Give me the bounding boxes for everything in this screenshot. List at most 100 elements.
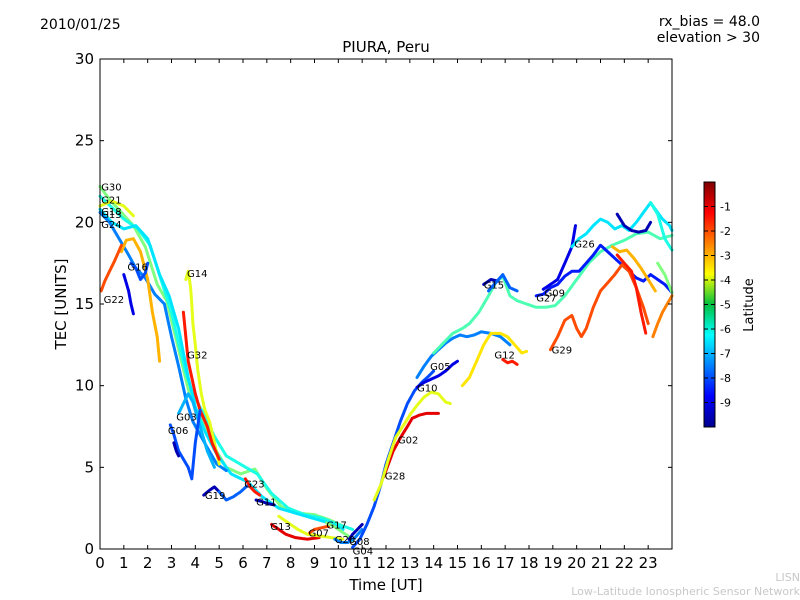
series-label: G16 — [127, 262, 147, 273]
series-G28 — [382, 411, 440, 479]
series-label: G05 — [430, 362, 450, 373]
series-G20 — [333, 527, 364, 544]
x-axis-ticks: 0 1 2 3 4 5 6 7 8 9 10 11 12 13 14 15 16 17 18 19 20 21 22 23 — [95, 59, 658, 572]
series-label: G26 — [574, 240, 594, 251]
series-label: G06 — [168, 426, 188, 437]
series-label: G30 — [101, 182, 121, 193]
series-G16 — [120, 237, 162, 363]
y-axis-ticks: 0 5 10 15 20 25 30 — [75, 50, 672, 558]
colorbar-label: Latitude — [742, 278, 757, 332]
x-tick-label: 18 — [519, 554, 538, 572]
x-tick-label: 6 — [238, 554, 248, 572]
series-G05b — [432, 230, 674, 355]
colorbar-tick-label: -5 — [720, 299, 731, 312]
series-label: G13 — [270, 522, 290, 533]
watermark-line2: Low-Latitude Ionospheric Sensor Network — [571, 585, 800, 598]
series-G16b — [129, 261, 150, 281]
series-G23 — [243, 477, 262, 497]
series-G27 — [534, 243, 674, 298]
series-G06b — [172, 441, 181, 458]
series-G10 — [415, 359, 459, 389]
series-label: G17 — [326, 521, 346, 532]
colorbar-tick-label: -7 — [720, 348, 731, 361]
series-label: G14 — [187, 269, 207, 280]
satellite-labels-group: G30G21G18G13G24G16G22G14G32G03G06G19G23G… — [101, 182, 595, 557]
x-tick-label: 15 — [448, 554, 467, 572]
x-tick-label: 4 — [191, 554, 201, 572]
colorbar-tick-label: -2 — [720, 225, 731, 238]
series-G08 — [347, 523, 364, 541]
x-tick-label: 3 — [167, 554, 177, 572]
x-tick-label: 22 — [615, 554, 634, 572]
series-G07 — [308, 524, 331, 535]
colorbar-tick-label: -8 — [720, 372, 731, 385]
series-label: G28 — [385, 472, 405, 483]
x-tick-label: 8 — [286, 554, 296, 572]
series-label: G07 — [309, 529, 329, 540]
series-G13b — [270, 523, 321, 541]
series-G13c — [277, 514, 345, 541]
colorbar-tick-label: -1 — [720, 201, 731, 214]
series-label: G23 — [244, 480, 264, 491]
series-G12 — [460, 331, 529, 388]
series-G26e — [651, 294, 674, 339]
series-G26f — [649, 201, 674, 252]
series-label: G21 — [101, 196, 121, 207]
x-tick-label: 7 — [262, 554, 272, 572]
elevation-label: elevation > 30 — [656, 30, 760, 46]
y-axis-label: TEC [UNITS] — [52, 259, 70, 351]
watermark: LISN Low-Latitude Ionospheric Sensor Net… — [571, 571, 800, 599]
series-G26b — [615, 212, 653, 234]
x-tick-label: 2 — [143, 554, 153, 572]
data-series-group — [98, 184, 674, 549]
colorbar-tick-label: -4 — [720, 274, 731, 287]
y-tick-label: 0 — [84, 540, 94, 558]
series-G22 — [99, 243, 123, 293]
series-label: G08 — [349, 537, 369, 548]
series-label: G10 — [417, 383, 437, 394]
x-tick-label: 11 — [353, 554, 372, 572]
series-G09 — [541, 224, 577, 291]
date-label: 2010/01/25 — [40, 17, 121, 33]
series-G02 — [372, 390, 452, 502]
series-label: G20 — [335, 535, 355, 546]
series-label: G03 — [176, 413, 196, 424]
series-label: G24 — [101, 220, 121, 231]
info-block: rx_bias = 48.0 elevation > 30 — [657, 14, 760, 46]
x-tick-label: 19 — [543, 554, 562, 572]
series-label: G04 — [353, 547, 373, 558]
x-tick-label: 16 — [472, 554, 491, 572]
watermark-line1: LISN — [775, 571, 800, 584]
rx-bias-label: rx_bias = 48.0 — [658, 14, 760, 30]
series-label: G29 — [552, 346, 572, 357]
x-tick-label: 12 — [376, 554, 395, 572]
series-G26d — [615, 253, 648, 335]
series-label: G09 — [545, 289, 565, 300]
series-label: G02 — [398, 436, 418, 447]
x-tick-label: 14 — [424, 554, 443, 572]
y-tick-label: 20 — [75, 213, 94, 231]
chart-title: PIURA, Peru — [342, 38, 429, 56]
series-G26c — [610, 245, 657, 293]
series-label: G19 — [205, 491, 225, 502]
series-G16c — [122, 273, 135, 316]
series-label: G13 — [101, 210, 121, 221]
series-label: G15 — [484, 280, 504, 291]
y-tick-label: 5 — [84, 458, 94, 476]
series-label: G32 — [187, 351, 207, 362]
series-G15b — [487, 273, 519, 293]
x-tick-label: 17 — [496, 554, 515, 572]
series-G14 — [184, 269, 221, 466]
y-tick-label: 10 — [75, 377, 94, 395]
y-tick-label: 25 — [75, 132, 94, 150]
series-G03 — [177, 392, 216, 469]
colorbar-tick-label: -9 — [720, 397, 731, 410]
series-G19 — [202, 485, 221, 497]
series-label: G22 — [104, 295, 124, 306]
series-label: G18 — [101, 207, 121, 218]
series-G26g — [656, 261, 674, 295]
series-G12b — [501, 358, 519, 366]
x-tick-label: 1 — [119, 554, 129, 572]
x-tick-label: 5 — [214, 554, 224, 572]
